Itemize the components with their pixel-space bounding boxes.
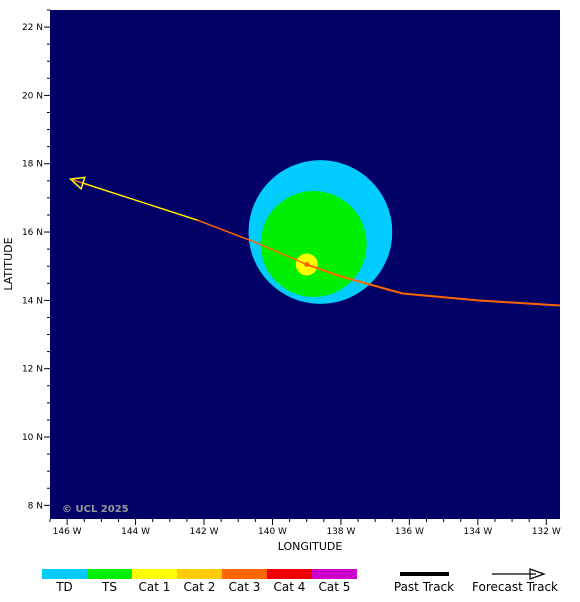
storm-tracks bbox=[68, 176, 560, 307]
lat-tick-label-7: 22 N bbox=[22, 23, 43, 33]
lon-tick-label-2: 142 W bbox=[190, 527, 219, 537]
lon-tick-label-7: 132 W bbox=[532, 527, 561, 537]
legend-swatch-6 bbox=[312, 569, 357, 579]
legend-label-1: TS bbox=[101, 580, 117, 594]
legend-label-2: Cat 1 bbox=[139, 580, 171, 594]
lon-tick-label-4: 138 W bbox=[326, 527, 355, 537]
lat-tick-label-6: 20 N bbox=[22, 91, 43, 101]
legend-swatch-2 bbox=[132, 569, 177, 579]
x-axis-title: LONGITUDE bbox=[278, 540, 343, 553]
legend-swatch-0 bbox=[42, 569, 87, 579]
legend-swatch-3 bbox=[177, 569, 222, 579]
past-track-legend: Past Track bbox=[394, 572, 454, 594]
forecast-track-label: Forecast Track bbox=[472, 580, 558, 594]
category-legend: TD TS Cat 1 Cat 2 Cat 3 Cat 4 Cat 5 bbox=[42, 569, 357, 594]
legend-label-6: Cat 5 bbox=[319, 580, 351, 594]
lat-tick-label-4: 16 N bbox=[22, 228, 43, 238]
lat-tick-label-1: 10 N bbox=[22, 433, 43, 443]
longitude-ticks: 146 W 144 W 142 W 140 W 138 W 136 W 134 W 132 W bbox=[49, 519, 561, 537]
legend-label-0: TD bbox=[55, 580, 73, 594]
lat-tick-label-0: 8 N bbox=[28, 501, 43, 511]
wind-zone-1 bbox=[260, 190, 367, 298]
lat-tick-label-2: 12 N bbox=[22, 365, 43, 375]
legend-label-5: Cat 4 bbox=[274, 580, 306, 594]
legend-label-4: Cat 3 bbox=[229, 580, 261, 594]
lat-tick-label-3: 14 N bbox=[22, 296, 43, 306]
past-track-label: Past Track bbox=[394, 580, 454, 594]
forecast-track-legend: Forecast Track bbox=[472, 568, 558, 594]
forecast-arrow-icon bbox=[529, 568, 546, 580]
lon-tick-label-1: 144 W bbox=[121, 527, 150, 537]
lat-tick-label-5: 18 N bbox=[22, 160, 43, 170]
forecast-arrow-shaft bbox=[82, 182, 198, 221]
legend-swatch-4 bbox=[222, 569, 267, 579]
wind-zones bbox=[248, 160, 393, 304]
legend-label-3: Cat 2 bbox=[184, 580, 216, 594]
lon-tick-label-0: 146 W bbox=[53, 527, 82, 537]
latitude-ticks: 8 N 10 N 12 N 14 N 16 N 18 N 20 N 22 N bbox=[22, 9, 50, 511]
lon-tick-label-5: 136 W bbox=[395, 527, 424, 537]
copyright-text: © UCL 2025 bbox=[62, 504, 129, 515]
lon-tick-label-6: 134 W bbox=[463, 527, 492, 537]
y-axis-title: LATITUDE bbox=[2, 237, 15, 290]
legend-swatch-5 bbox=[267, 569, 312, 579]
lon-tick-label-3: 140 W bbox=[258, 527, 287, 537]
past-track-line bbox=[306, 263, 560, 307]
legend-swatch-1 bbox=[87, 569, 132, 579]
